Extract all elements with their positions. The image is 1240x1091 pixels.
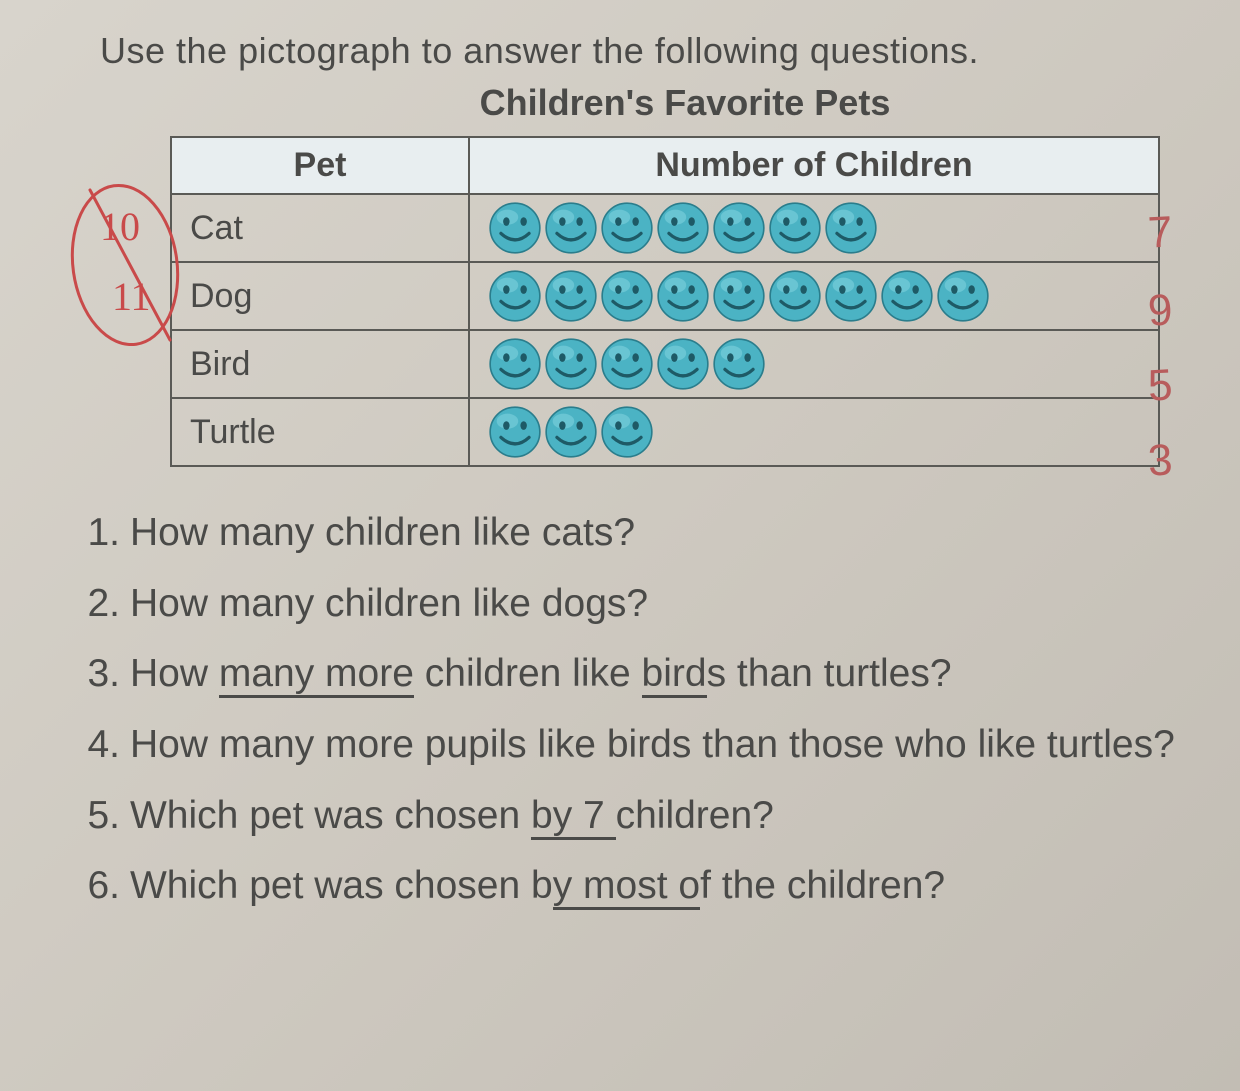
table-row: Bird (171, 330, 1159, 398)
smiley-icon (656, 269, 710, 323)
handwritten-count-dog: 9 (1146, 285, 1173, 336)
smiley-icon (488, 269, 542, 323)
smiley-icon (544, 269, 598, 323)
handwritten-count-turtle: 3 (1146, 435, 1173, 486)
question-number: 5. (70, 790, 130, 843)
questions-list: 1. How many children like cats? 2. How m… (70, 507, 1190, 913)
smiley-icon (600, 337, 654, 391)
table-row: Dog (171, 262, 1159, 330)
smiley-icon (600, 269, 654, 323)
smiley-icon (488, 405, 542, 459)
question-text: How many children like cats? (130, 507, 1190, 560)
handwritten-count-cat: 7 (1146, 207, 1173, 258)
smiley-icon (712, 269, 766, 323)
smiley-icon (600, 201, 654, 255)
question-text: How many children like dogs? (130, 578, 1190, 631)
pet-name-cell: Turtle (171, 398, 469, 466)
smiley-icon (824, 269, 878, 323)
question-6: 6. Which pet was chosen by most of the c… (70, 860, 1190, 913)
pet-name-cell: Cat (171, 194, 469, 262)
pet-count-cell (469, 330, 1159, 398)
question-3: 3. How many more children like birds tha… (70, 648, 1190, 701)
instruction-text: Use the pictograph to answer the followi… (100, 30, 1190, 72)
smiley-icon (488, 201, 542, 255)
smiley-icon (712, 201, 766, 255)
smiley-icon (768, 269, 822, 323)
smiley-icon (656, 337, 710, 391)
pet-name-cell: Bird (171, 330, 469, 398)
question-number: 1. (70, 507, 130, 560)
question-text: Which pet was chosen by 7 children? (130, 790, 1190, 843)
smiley-icon (712, 337, 766, 391)
question-number: 3. (70, 648, 130, 701)
pet-name-cell: Dog (171, 262, 469, 330)
question-number: 4. (70, 719, 130, 772)
smiley-icon (824, 201, 878, 255)
question-text: How many more pupils like birds than tho… (130, 719, 1190, 772)
col-header-pet: Pet (171, 137, 469, 194)
smiley-icon (936, 269, 990, 323)
question-4: 4. How many more pupils like birds than … (70, 719, 1190, 772)
table-row: Turtle (171, 398, 1159, 466)
question-number: 2. (70, 578, 130, 631)
svg-text:11: 11 (112, 274, 151, 319)
table-row: Cat (171, 194, 1159, 262)
handwritten-count-bird: 5 (1146, 360, 1173, 411)
question-1: 1. How many children like cats? (70, 507, 1190, 560)
question-5: 5. Which pet was chosen by 7 children? (70, 790, 1190, 843)
question-text: How many more children like birds than t… (130, 648, 1190, 701)
smiley-icon (656, 201, 710, 255)
pictograph-table: Pet Number of Children Cat (170, 136, 1160, 467)
smiley-icon (600, 405, 654, 459)
col-header-count: Number of Children (469, 137, 1159, 194)
pet-count-cell (469, 398, 1159, 466)
smiley-icon (768, 201, 822, 255)
smiley-icon (880, 269, 934, 323)
smiley-icon (488, 337, 542, 391)
pictograph-table-wrap: Pet Number of Children Cat (170, 136, 1160, 467)
question-2: 2. How many children like dogs? (70, 578, 1190, 631)
pet-count-cell (469, 194, 1159, 262)
smiley-icon (544, 337, 598, 391)
worksheet-page: Use the pictograph to answer the followi… (0, 0, 1240, 961)
smiley-icon (544, 201, 598, 255)
pet-count-cell (469, 262, 1159, 330)
question-text: Which pet was chosen by most of the chil… (130, 860, 1190, 913)
svg-text:10: 10 (100, 204, 140, 249)
pictograph-title: Children's Favorite Pets (100, 82, 1190, 124)
smiley-icon (544, 405, 598, 459)
question-number: 6. (70, 860, 130, 913)
